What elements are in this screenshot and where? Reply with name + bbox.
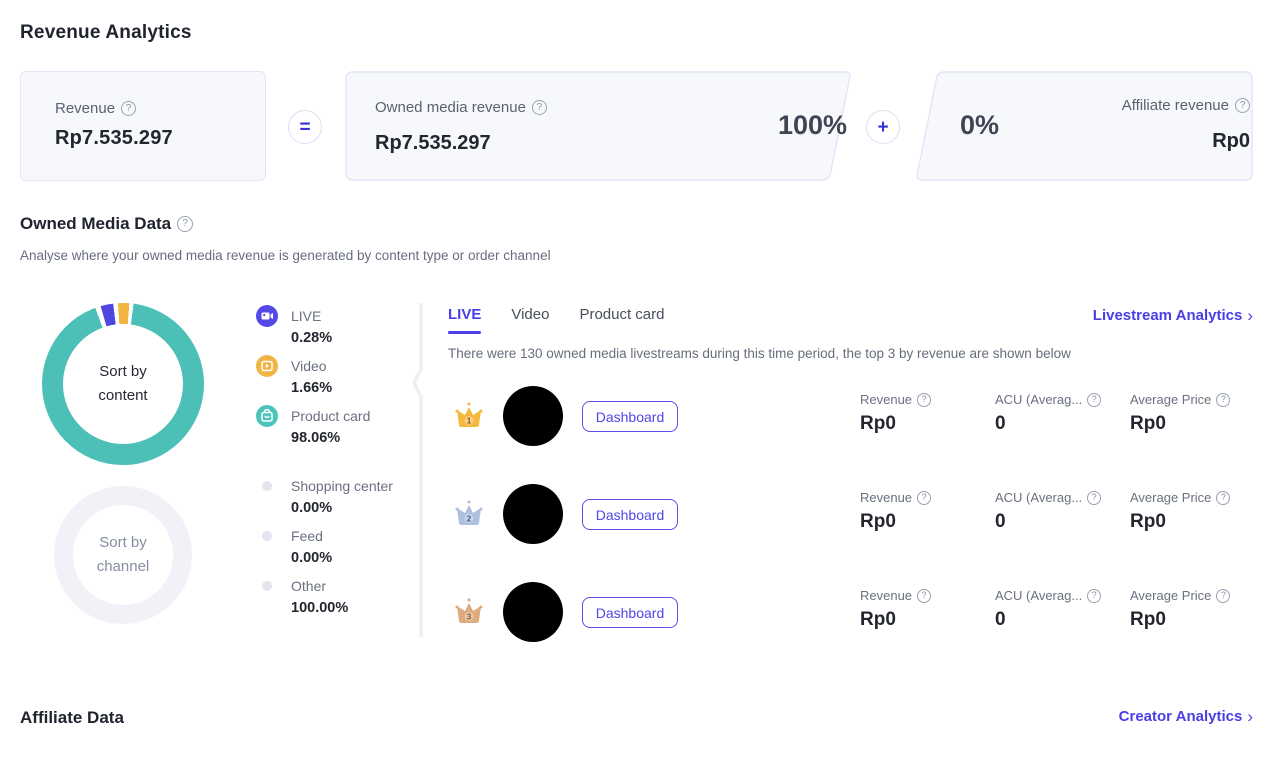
livestream-row: 3 Dashboard Revenue? Rp0 ACU (Averag...?…: [448, 582, 1258, 642]
livestream-row: 1 Dashboard Revenue? Rp0 ACU (Averag...?…: [448, 386, 1258, 446]
owned-media-value: Rp7.535.297: [375, 132, 491, 154]
legend-item-shopping-center: Shopping center 0.00%: [256, 475, 416, 519]
legend-item-product-card: Product card 98.06%: [256, 405, 416, 449]
sort-by-channel-label: Sort by channel: [96, 534, 150, 575]
livestream-avatar[interactable]: [503, 484, 563, 544]
average-price-metric: Average Price? Rp0: [1130, 588, 1231, 631]
revenue-card-label: Revenue: [55, 100, 116, 117]
owned-media-section-title: Owned Media Data ?: [20, 214, 194, 234]
help-icon[interactable]: ?: [177, 216, 194, 232]
affiliate-section-title: Affiliate Data: [20, 708, 124, 727]
panel-collapse-divider[interactable]: [412, 303, 430, 637]
affiliate-value: Rp0: [1212, 130, 1250, 152]
help-icon[interactable]: ?: [1216, 588, 1231, 603]
tab-live[interactable]: LIVE: [448, 306, 481, 334]
dashboard-button[interactable]: Dashboard: [582, 597, 678, 628]
revenue-card-value: Rp7.535.297: [55, 127, 173, 149]
livestream-summary-text: There were 130 owned media livestreams d…: [448, 346, 1071, 361]
acu-metric: ACU (Averag...? 0: [995, 490, 1128, 533]
sort-by-content-donut[interactable]: Sort by content: [42, 303, 204, 465]
help-icon[interactable]: ?: [1087, 588, 1102, 603]
legend-item-video: Video 1.66%: [256, 355, 416, 399]
dashboard-button[interactable]: Dashboard: [582, 401, 678, 432]
affiliate-card: Affiliate revenue ?: [1122, 97, 1250, 114]
owned-media-percent: 100%: [777, 110, 847, 140]
help-icon[interactable]: ?: [917, 490, 932, 505]
tab-video[interactable]: Video: [511, 306, 550, 323]
owned-media-subtitle: Analyse where your owned media revenue i…: [20, 248, 551, 263]
page-title: Revenue Analytics: [20, 22, 192, 43]
help-icon[interactable]: ?: [1235, 98, 1250, 113]
average-price-metric: Average Price? Rp0: [1130, 490, 1231, 533]
help-icon[interactable]: ?: [121, 101, 137, 116]
average-price-metric: Average Price? Rp0: [1130, 392, 1231, 435]
svg-text:3: 3: [467, 612, 472, 622]
chevron-right-icon: ›: [1247, 707, 1253, 726]
content-type-tabs: LIVE Video Product card: [448, 306, 664, 334]
revenue-metric: Revenue? Rp0: [860, 588, 932, 631]
help-icon[interactable]: ?: [1087, 392, 1102, 407]
acu-metric: ACU (Averag...? 0: [995, 392, 1128, 435]
dot-icon: [256, 575, 278, 597]
affiliate-percent: 0%: [960, 110, 1000, 140]
donut-legend: LIVE 0.28% Video 1.66% Product card 98.0…: [256, 305, 416, 625]
equals-icon: =: [288, 110, 322, 144]
sort-by-content-label: Sort by content: [98, 363, 148, 404]
help-icon[interactable]: ?: [1087, 490, 1102, 505]
rank-3-crown-icon: 3: [455, 598, 483, 623]
help-icon[interactable]: ?: [1216, 490, 1231, 505]
sort-by-channel-donut[interactable]: Sort by channel: [54, 486, 192, 624]
rank-2-crown-icon: 2: [455, 500, 483, 525]
plus-icon: +: [866, 110, 900, 144]
livestream-avatar[interactable]: [503, 582, 563, 642]
legend-item-live: LIVE 0.28%: [256, 305, 416, 349]
owned-media-card: Owned media revenue ?: [375, 99, 547, 116]
livestream-row: 2 Dashboard Revenue? Rp0 ACU (Averag...?…: [448, 484, 1258, 544]
livestream-analytics-link[interactable]: Livestream Analytics ›: [1092, 306, 1253, 325]
help-icon[interactable]: ?: [1216, 392, 1231, 407]
svg-text:2: 2: [467, 514, 472, 524]
tab-product-card[interactable]: Product card: [579, 306, 665, 323]
livestream-avatar[interactable]: [503, 386, 563, 446]
chevron-right-icon: ›: [1247, 306, 1253, 325]
help-icon[interactable]: ?: [917, 588, 932, 603]
help-icon[interactable]: ?: [531, 100, 547, 115]
dot-icon: [256, 475, 278, 497]
creator-analytics-link[interactable]: Creator Analytics ›: [1118, 707, 1253, 726]
revenue-metric: Revenue? Rp0: [860, 392, 932, 435]
revenue-metric: Revenue? Rp0: [860, 490, 932, 533]
legend-item-feed: Feed 0.00%: [256, 525, 416, 569]
live-icon: [256, 305, 278, 327]
dot-icon: [256, 525, 278, 547]
acu-metric: ACU (Averag...? 0: [995, 588, 1128, 631]
video-icon: [256, 355, 278, 377]
dashboard-button[interactable]: Dashboard: [582, 499, 678, 530]
rank-1-crown-icon: 1: [455, 402, 483, 427]
help-icon[interactable]: ?: [917, 392, 932, 407]
product-card-icon: [256, 405, 278, 427]
owned-media-label: Owned media revenue: [375, 99, 526, 116]
affiliate-label: Affiliate revenue: [1121, 97, 1229, 114]
svg-text:1: 1: [467, 416, 472, 426]
legend-item-other: Other 100.00%: [256, 575, 416, 619]
revenue-summary-card: Revenue ? Rp7.535.297: [20, 71, 266, 181]
